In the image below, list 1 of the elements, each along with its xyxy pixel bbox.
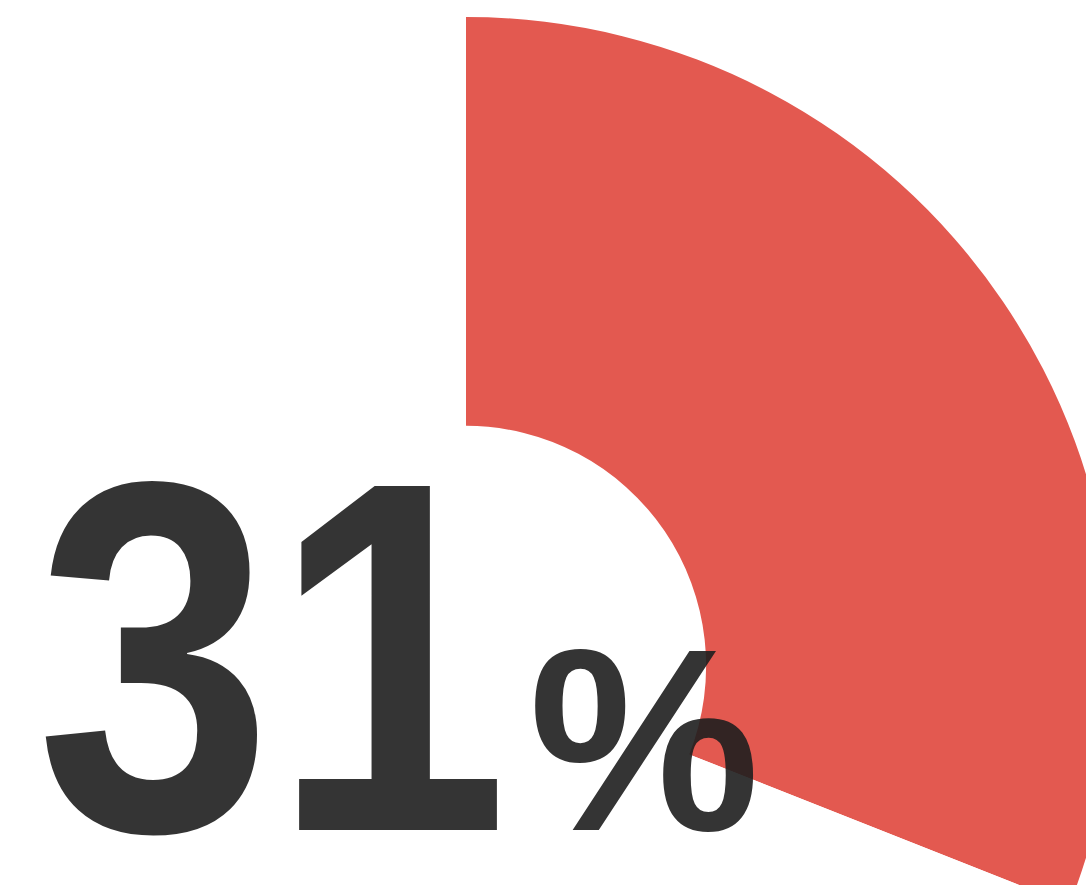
text: 31% (36, 377, 760, 885)
